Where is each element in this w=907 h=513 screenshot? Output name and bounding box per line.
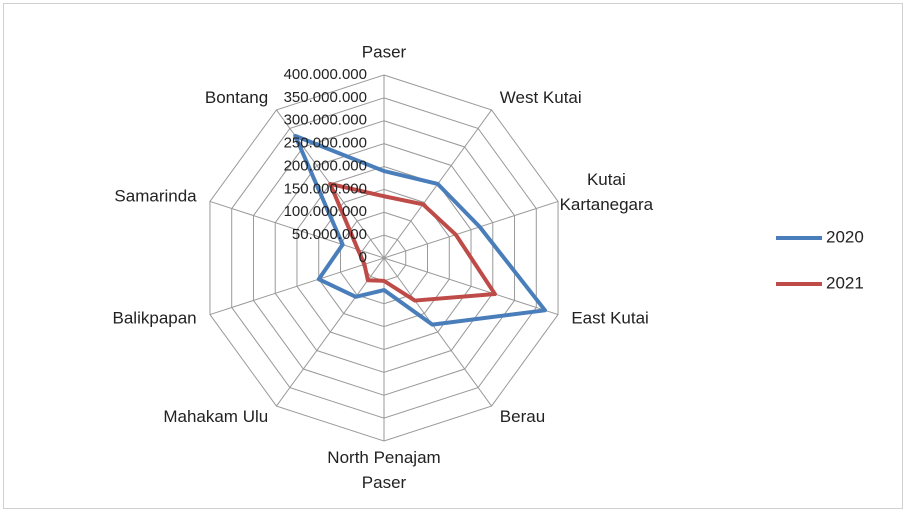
series-line — [328, 181, 497, 303]
series-line — [293, 133, 547, 327]
y-tick-label: 250.000.000 — [284, 135, 367, 152]
y-tick-label: 300.000.000 — [284, 112, 367, 129]
y-tick-label: 50.000.000 — [292, 226, 367, 243]
legend-label: 2021 — [826, 273, 864, 292]
spoke — [383, 200, 559, 259]
chart-frame — [3, 3, 903, 509]
spoke — [209, 200, 385, 259]
y-tick-label: 100.000.000 — [284, 203, 367, 220]
legend-label: 2020 — [826, 227, 864, 246]
spoke — [276, 257, 385, 407]
category-label: Bontang — [205, 88, 268, 107]
category-label: Paser — [362, 42, 407, 61]
category-label: Berau — [500, 407, 545, 426]
category-label: Samarinda — [114, 187, 197, 206]
spoke — [383, 257, 559, 316]
y-tick-label: 150.000.000 — [284, 180, 367, 197]
y-tick-label: 200.000.000 — [284, 157, 367, 174]
spoke — [209, 257, 385, 316]
category-label: Balikpapan — [113, 308, 197, 327]
category-label: North Penajam Paser — [327, 448, 440, 492]
y-tick-label: 400.000.000 — [284, 66, 367, 83]
category-label: Kutai Kartanegara — [560, 171, 654, 215]
y-tick-label: 350.000.000 — [284, 89, 367, 106]
category-label: West Kutai — [500, 88, 582, 107]
spoke — [383, 257, 492, 407]
category-label: Mahakam Ulu — [163, 407, 268, 426]
category-label: East Kutai — [571, 308, 649, 327]
y-tick-label: 0 — [359, 249, 367, 266]
